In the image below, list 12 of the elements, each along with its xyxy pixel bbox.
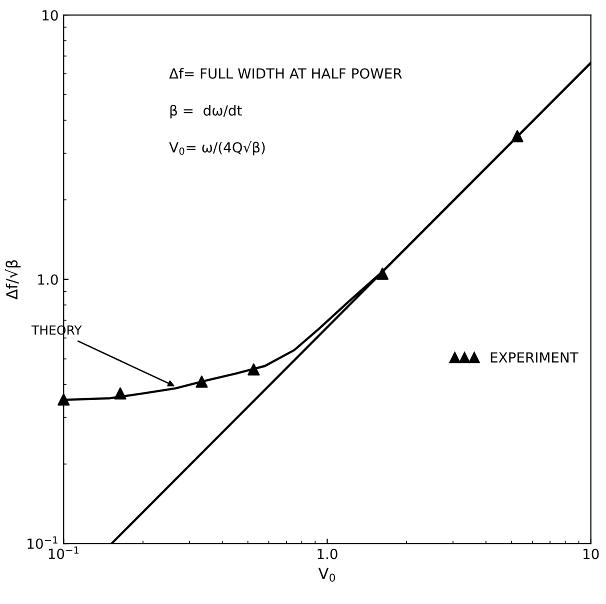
- y-tick-label: 10$^{−1}$: [28, 536, 58, 549]
- x-tick-label: 1.0: [318, 548, 338, 560]
- x-tick-label: 10: [584, 548, 599, 560]
- y-axis-title: Δf/√β: [5, 260, 21, 300]
- x-tick-label: 10$^{−1}$: [48, 546, 79, 560]
- x-axis-title: V$_{0}$: [318, 568, 335, 582]
- y-tick-label: 10: [42, 10, 58, 21]
- annotation: β = dω/dt: [170, 104, 242, 118]
- annotation: V$_{0}$= ω/(4Q√β): [169, 141, 265, 156]
- y-tick-label: 1.0: [38, 274, 58, 285]
- annotation: Δf= FULL WIDTH AT HALF POWER: [169, 68, 402, 79]
- legend-label: EXPERIMENT: [490, 352, 578, 362]
